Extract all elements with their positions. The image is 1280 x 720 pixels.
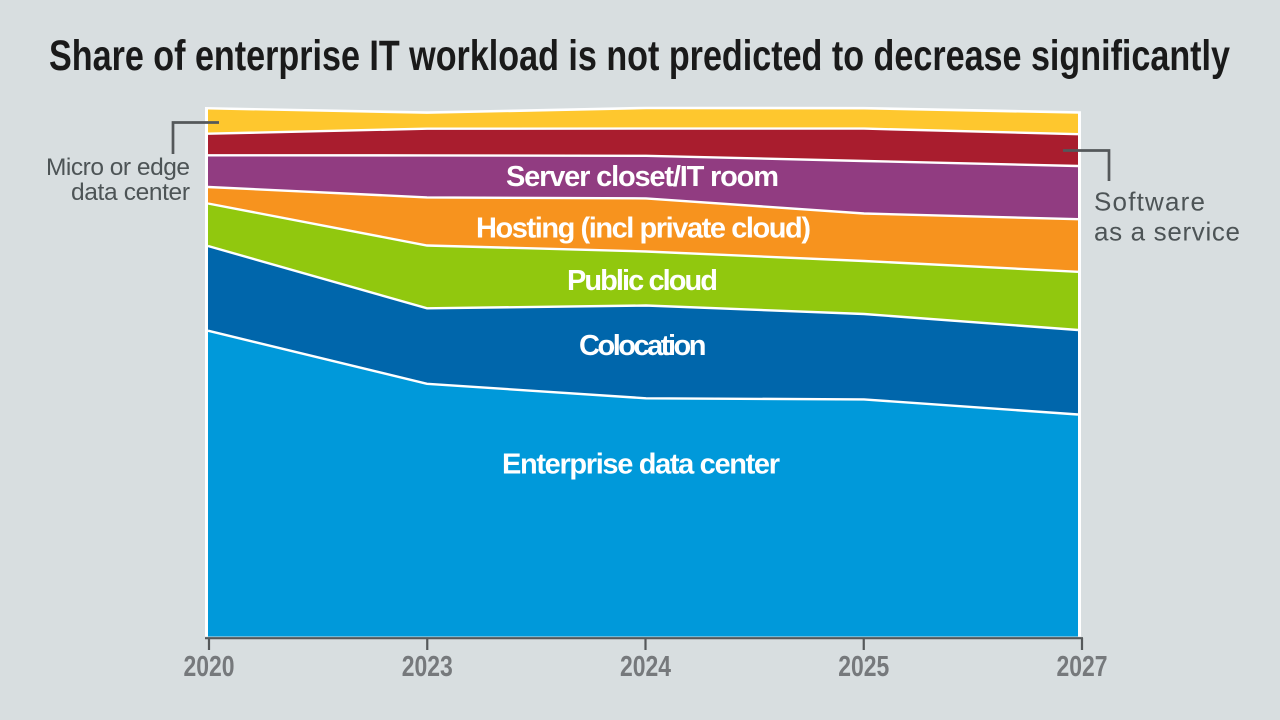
svg-text:data center: data center (71, 179, 190, 206)
svg-text:Public cloud: Public cloud (567, 265, 718, 297)
svg-text:2025: 2025 (838, 651, 889, 683)
svg-text:Colocation: Colocation (579, 330, 707, 362)
svg-text:as a service: as a service (1094, 217, 1240, 247)
svg-text:Enterprise data center: Enterprise data center (502, 449, 780, 481)
svg-text:2020: 2020 (184, 651, 235, 683)
svg-text:2027: 2027 (1057, 651, 1108, 683)
svg-text:Server closet/IT room: Server closet/IT room (506, 161, 779, 193)
svg-text:2023: 2023 (402, 651, 453, 683)
svg-text:Micro or edge: Micro or edge (46, 154, 190, 181)
svg-text:Software: Software (1094, 187, 1205, 217)
svg-text:Hosting (incl private cloud): Hosting (incl private cloud) (476, 213, 811, 245)
svg-text:Share of enterprise IT workloa: Share of enterprise IT workload is not p… (49, 33, 1230, 80)
svg-text:2024: 2024 (620, 651, 671, 683)
